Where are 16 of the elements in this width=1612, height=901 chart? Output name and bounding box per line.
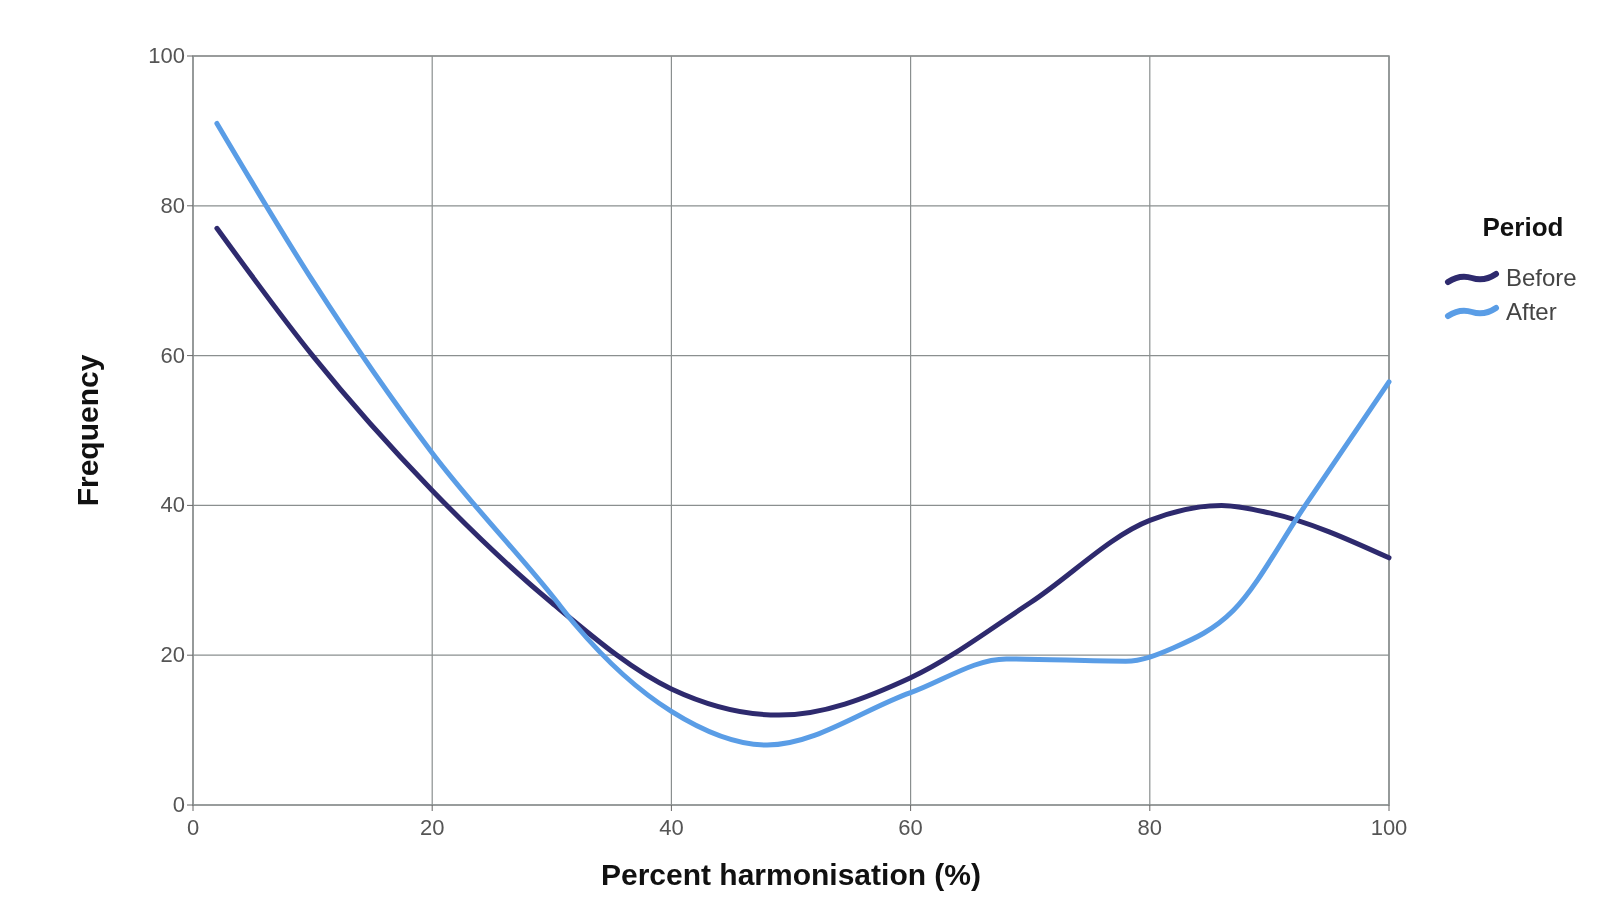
x-tick-label: 60 xyxy=(898,815,923,840)
y-tick-label: 0 xyxy=(172,792,185,817)
x-tick-label: 100 xyxy=(1370,815,1408,840)
y-tick-label: 40 xyxy=(160,492,185,518)
y-tick-label: 100 xyxy=(148,43,185,68)
x-tick-label: 80 xyxy=(1137,815,1163,840)
x-tick-label: 40 xyxy=(659,815,684,840)
x-axis-title: Percent harmonisation (%) xyxy=(600,858,982,891)
y-axis-title: Frequency xyxy=(71,354,104,507)
x-tick-label: 20 xyxy=(419,815,445,840)
y-tick-label: 60 xyxy=(160,342,185,368)
legend-title: Period xyxy=(1482,212,1564,242)
y-tick-label: 20 xyxy=(160,642,185,668)
legend-label: Before xyxy=(1506,264,1577,291)
legend-label: After xyxy=(1506,298,1557,325)
y-tick-label: 80 xyxy=(160,192,185,218)
